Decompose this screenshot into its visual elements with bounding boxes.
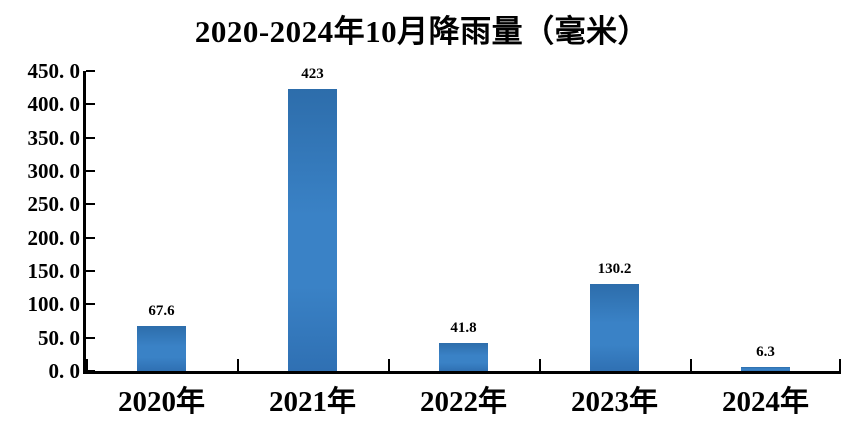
- x-category-label: 2022年: [419, 386, 507, 418]
- x-axis-tick: [839, 359, 841, 371]
- y-tick-label: 300. 0: [27, 159, 81, 183]
- x-category-label: 2020年: [117, 386, 205, 418]
- bar-value-label: 130.2: [597, 261, 632, 277]
- plot-area: 0. 0 50. 0 100. 0 150. 0 200. 0 250. 0 300. 0 3…: [28, 60, 841, 418]
- x-axis-tick: [237, 359, 239, 371]
- y-axis-tick: [86, 170, 95, 172]
- chart-title: 2020-2024年10月降雨量（毫米）: [194, 14, 650, 49]
- y-tick-label: 350. 0: [27, 125, 81, 150]
- x-category-label: 2023年: [570, 386, 658, 418]
- x-axis-tick: [86, 359, 88, 371]
- bar-2023年: [590, 284, 639, 371]
- bar-value-label: 423: [301, 66, 324, 82]
- y-axis-tick: [86, 136, 95, 139]
- bar-value-label: 6.3: [756, 344, 775, 360]
- y-axis-tick: [86, 203, 95, 206]
- bar-2024年: [741, 367, 790, 371]
- y-tick-label: 150. 0: [27, 259, 81, 283]
- x-axis-tick: [539, 359, 541, 371]
- y-axis-tick: [86, 303, 95, 306]
- y-axis-tick: [86, 270, 95, 272]
- x-category-label: 2021年: [268, 386, 356, 418]
- y-axis-tick: [86, 336, 95, 339]
- y-axis-tick: [86, 103, 95, 106]
- bar-2022年: [439, 343, 488, 371]
- y-tick-label: 400. 0: [27, 92, 81, 117]
- bar-2021年: [288, 89, 337, 371]
- bar-2020年: [137, 326, 186, 371]
- y-axis-tick: [86, 236, 95, 239]
- y-tick-label: 50. 0: [38, 325, 80, 350]
- y-tick-label: 250. 0: [27, 192, 81, 217]
- x-axis-tick: [690, 359, 692, 371]
- bar-value-label: 67.6: [148, 303, 175, 319]
- x-axis-tick: [388, 359, 390, 371]
- y-tick-label: 200. 0: [27, 225, 81, 250]
- x-category-label: 2024年: [721, 386, 809, 418]
- y-axis-tick: [86, 370, 95, 372]
- y-tick-label: 0. 0: [48, 359, 81, 383]
- y-axis-tick: [86, 70, 95, 72]
- y-tick-label: 100. 0: [27, 292, 81, 317]
- y-tick-label: 450. 0: [27, 59, 81, 83]
- bar-value-label: 41.8: [450, 320, 477, 336]
